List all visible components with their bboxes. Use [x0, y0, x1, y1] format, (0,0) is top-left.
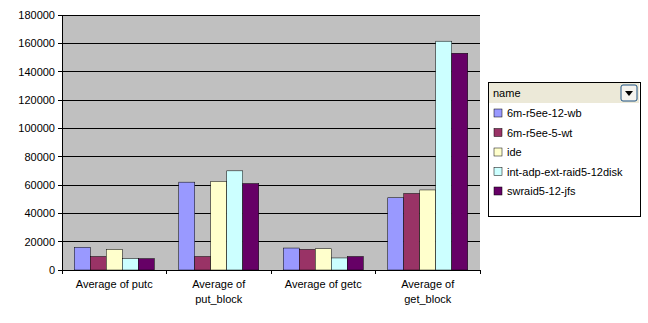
- x-tick: [375, 270, 376, 274]
- y-tick: [58, 185, 62, 186]
- bar: [347, 257, 363, 270]
- y-tick: [58, 43, 62, 44]
- y-axis: [62, 15, 63, 270]
- label-line: Average of: [401, 278, 455, 290]
- bar: [179, 182, 195, 270]
- bar: [283, 248, 299, 270]
- bar: [122, 259, 138, 270]
- bar: [299, 249, 315, 270]
- y-tick: [58, 128, 62, 129]
- grid-line: [62, 43, 480, 44]
- legend-label: swraid5-12-jfs: [507, 185, 576, 197]
- y-tick-label: 120000: [18, 94, 55, 106]
- legend-swatch: [494, 148, 502, 156]
- bar: [195, 257, 211, 270]
- label-line: Average of putc: [76, 278, 153, 290]
- x-tick-label: Average of put_block: [192, 278, 246, 305]
- plot-area: [62, 15, 480, 270]
- grid-line: [62, 185, 480, 186]
- grid-line: [62, 156, 480, 157]
- y-tick: [58, 213, 62, 214]
- legend-title: name: [493, 87, 521, 99]
- y-tick: [58, 15, 62, 16]
- grid-line: [62, 15, 480, 16]
- legend-label: ide: [507, 146, 522, 158]
- y-tick-label: 0: [49, 264, 55, 276]
- bar: [227, 171, 243, 270]
- bar: [436, 41, 452, 270]
- bar: [315, 249, 331, 270]
- y-tick: [58, 156, 62, 157]
- y-tick-label: 80000: [24, 151, 55, 163]
- y-tick-label: 180000: [18, 9, 55, 21]
- y-tick-label: 160000: [18, 37, 55, 49]
- y-tick: [58, 100, 62, 101]
- y-tick: [58, 270, 62, 271]
- y-tick: [58, 71, 62, 72]
- bar: [211, 181, 227, 270]
- y-tick-label: 140000: [18, 66, 55, 78]
- x-tick-label: Average of getc: [285, 278, 362, 290]
- x-tick: [62, 270, 63, 274]
- legend-header: [489, 83, 639, 103]
- bar: [106, 249, 122, 270]
- bar: [420, 190, 436, 270]
- label-line: put_block: [195, 293, 243, 305]
- label-line: Average of: [192, 278, 246, 290]
- bar: [388, 198, 404, 270]
- legend-label: 6m-r5ee-5-wt: [507, 127, 572, 139]
- label-line: Average of getc: [285, 278, 362, 290]
- bar: [452, 53, 468, 270]
- grid-line: [62, 128, 480, 129]
- legend-label: 6m-r5ee-12-wb: [507, 107, 582, 119]
- dropdown-arrow: [625, 91, 633, 96]
- chart: 0 20000 40000 60000 80000 100000 120000 140000 1…: [0, 0, 648, 323]
- legend-swatch: [494, 109, 502, 117]
- x-tick-label: Average of get_block: [401, 278, 455, 305]
- bar: [404, 194, 420, 271]
- legend-box: [488, 82, 640, 216]
- dropdown-button[interactable]: [621, 85, 637, 101]
- grid-line: [62, 71, 480, 72]
- x-tick: [271, 270, 272, 274]
- x-tick: [480, 270, 481, 274]
- y-tick-label: 20000: [24, 236, 55, 248]
- legend-swatch: [494, 168, 502, 176]
- y-tick-label: 40000: [24, 207, 55, 219]
- bar: [331, 258, 347, 270]
- bar: [74, 247, 90, 270]
- legend-swatch: [494, 187, 502, 195]
- x-tick: [166, 270, 167, 274]
- bar: [90, 257, 106, 270]
- y-tick: [58, 241, 62, 242]
- bars: [74, 41, 468, 270]
- bar: [138, 259, 154, 270]
- legend-label: int-adp-ext-raid5-12disk: [507, 166, 623, 178]
- legend: name 6m-r5ee-12-wb 6m-r5ee-5-wt ide int-adp-…: [488, 82, 640, 216]
- label-line: get_block: [404, 293, 452, 305]
- x-tick-label: Average of putc: [76, 278, 153, 290]
- grid-line: [62, 100, 480, 101]
- bar: [243, 184, 259, 270]
- legend-swatch: [494, 129, 502, 137]
- y-tick-label: 60000: [24, 179, 55, 191]
- y-tick-label: 100000: [18, 122, 55, 134]
